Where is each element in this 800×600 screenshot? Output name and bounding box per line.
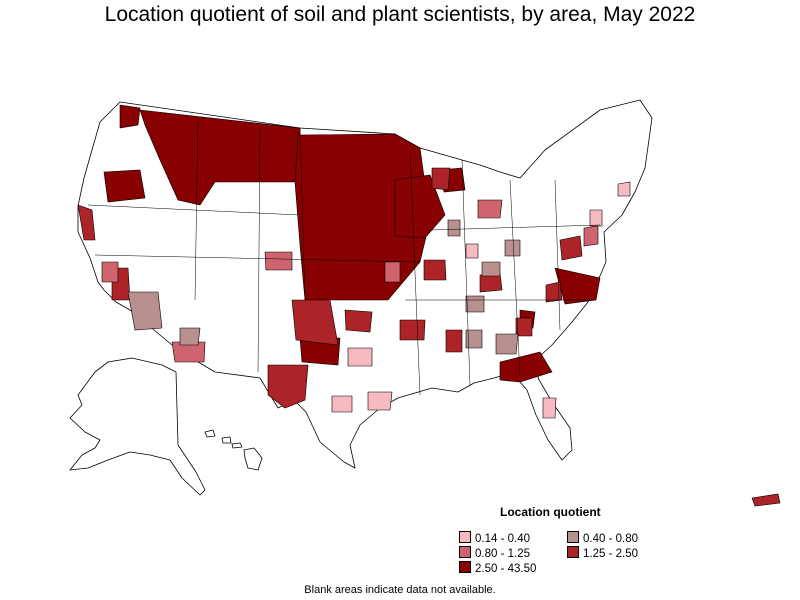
region-florida-east bbox=[542, 397, 557, 419]
region-new-york bbox=[589, 209, 603, 227]
footnote: Blank areas indicate data not available. bbox=[304, 584, 496, 596]
region-southern-california-inland bbox=[101, 261, 119, 283]
region-oklahoma-east bbox=[344, 309, 373, 333]
lq-0.14-0.40-regions bbox=[331, 181, 631, 419]
region-north-carolina bbox=[545, 281, 563, 303]
region-oregon-east bbox=[103, 169, 146, 203]
region-alabama bbox=[465, 329, 483, 349]
region-massachusetts bbox=[617, 181, 631, 197]
region-phoenix bbox=[127, 291, 163, 331]
legend-swatch bbox=[567, 546, 579, 558]
legend-item-0.40-0.80: 0.40 - 0.80 bbox=[567, 531, 638, 546]
lq-0.80-1.25-regions bbox=[101, 199, 599, 363]
region-mississippi bbox=[445, 329, 463, 353]
legend-item-0.14-0.40: 0.14 - 0.40 bbox=[459, 531, 530, 546]
region-central-california bbox=[77, 204, 96, 241]
region-dallas bbox=[347, 347, 373, 367]
region-maryland bbox=[559, 235, 583, 261]
legend-label: 2.50 - 43.50 bbox=[475, 563, 537, 575]
region-new-jersey bbox=[583, 225, 599, 247]
region-tennessee bbox=[465, 295, 485, 313]
region-houston bbox=[367, 391, 393, 411]
region-south-carolina bbox=[515, 317, 533, 337]
region-new-mexico-south bbox=[179, 327, 201, 346]
region-west-texas bbox=[267, 364, 309, 409]
lq-1.25-2.50-regions bbox=[77, 167, 781, 507]
region-ohio bbox=[477, 199, 503, 219]
legend-label: 0.80 - 1.25 bbox=[475, 548, 530, 560]
region-dakotas-plains bbox=[294, 133, 431, 301]
legend-item-0.80-1.25: 0.80 - 1.25 bbox=[459, 546, 530, 561]
region-arkansas bbox=[399, 319, 426, 341]
region-missouri bbox=[423, 259, 447, 281]
legend-item-1.25-2.50: 1.25 - 2.50 bbox=[567, 546, 638, 561]
legend-label: 0.40 - 0.80 bbox=[583, 533, 638, 545]
legend-label: 0.14 - 0.40 bbox=[475, 533, 530, 545]
legend-title: Location quotient bbox=[500, 505, 601, 519]
region-washington-coast bbox=[119, 104, 141, 129]
legend-swatch bbox=[567, 531, 579, 543]
region-iowa-east bbox=[394, 174, 446, 239]
legend-label: 1.25 - 2.50 bbox=[583, 548, 638, 560]
region-virginia-coast bbox=[554, 267, 601, 305]
map-title: Location quotient of soil and plant scie… bbox=[104, 3, 696, 26]
hawaii-islands bbox=[204, 429, 263, 471]
region-puerto-rico bbox=[751, 493, 781, 507]
region-iowa-west bbox=[384, 261, 401, 283]
region-colorado-west bbox=[264, 251, 293, 271]
region-san-antonio bbox=[331, 395, 353, 413]
region-illinois bbox=[447, 219, 461, 237]
alaska-outline bbox=[69, 357, 206, 496]
region-georgia-coast bbox=[499, 351, 553, 383]
region-indiana-north bbox=[504, 239, 521, 257]
legend-swatch bbox=[459, 546, 471, 558]
area-boundary-lines bbox=[87, 117, 601, 396]
region-michigan bbox=[431, 167, 451, 191]
legend-swatch bbox=[459, 531, 471, 543]
legend-swatch bbox=[459, 561, 471, 573]
region-georgia-north bbox=[495, 333, 519, 355]
legend-item-2.50-43.50: 2.50 - 43.50 bbox=[459, 561, 536, 576]
region-texas-rolling-plains bbox=[291, 299, 339, 346]
region-kentucky bbox=[481, 261, 501, 277]
region-indiana-central bbox=[465, 243, 479, 259]
